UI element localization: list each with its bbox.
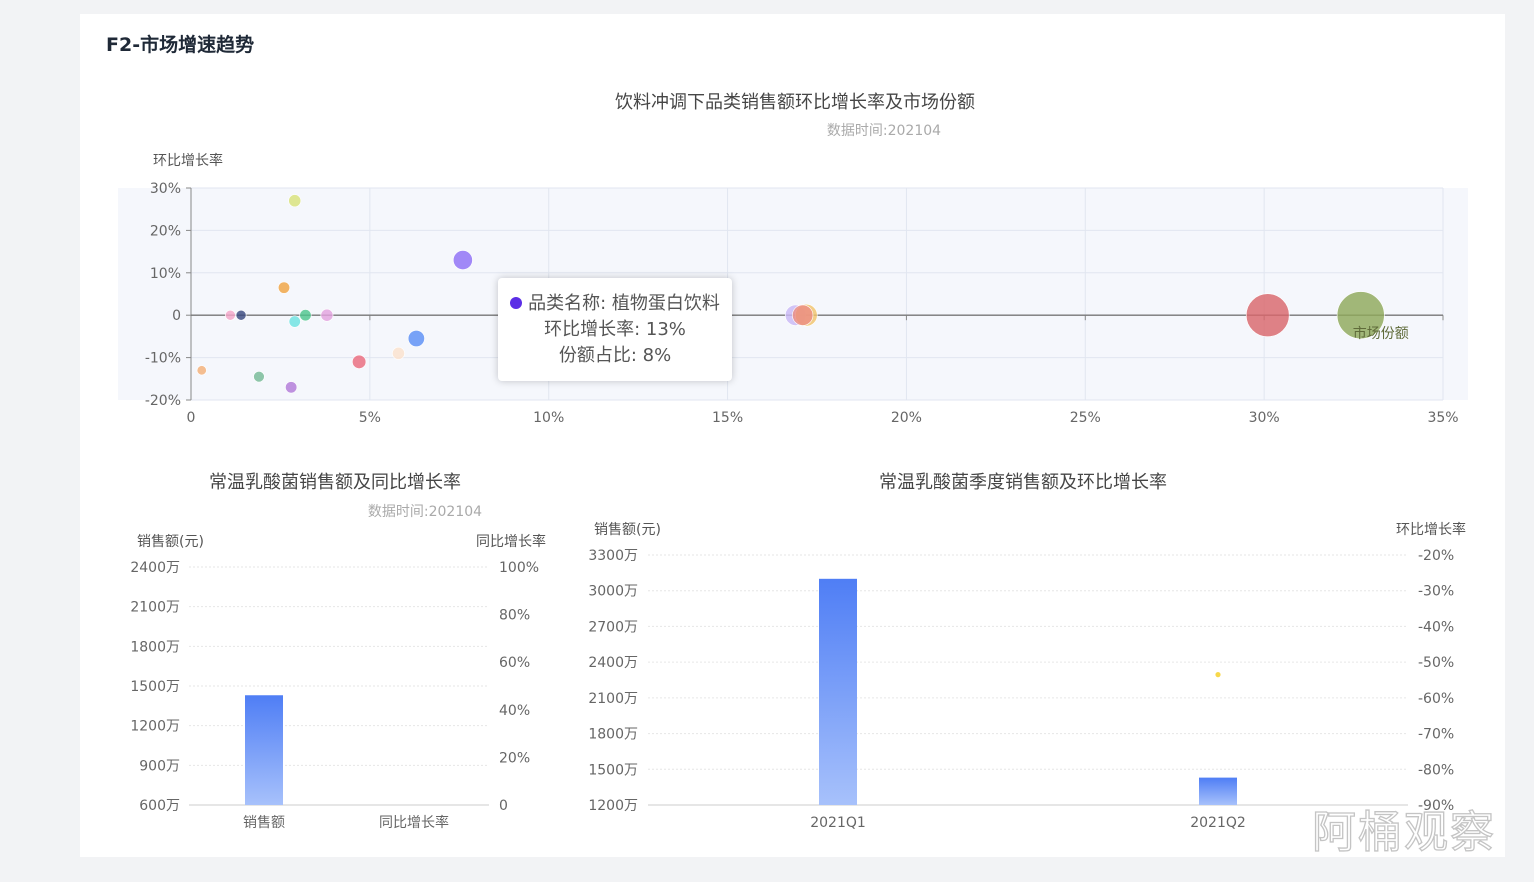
x-tick-label: 0 — [187, 410, 196, 426]
y-tick-label: 2100万 — [130, 600, 180, 616]
y-tick-label: 2400万 — [130, 560, 180, 576]
left-y-axis-label: 销售额(元) — [137, 534, 204, 550]
y2-tick-label: 80% — [499, 608, 530, 624]
bubble-point — [253, 370, 265, 383]
y-tick-label: 2700万 — [588, 619, 638, 635]
y-tick-label: 1200万 — [588, 798, 638, 814]
annual-chart-title: 常温乳酸菌销售额及同比增长率 — [209, 472, 461, 493]
y-tick-label: 3000万 — [588, 584, 638, 600]
y-tick-label: 1800万 — [130, 639, 180, 655]
x-tick-label: 5% — [359, 410, 381, 426]
growth-point — [1214, 671, 1222, 679]
bubble-point — [285, 381, 298, 394]
bubble-point — [392, 346, 405, 360]
y2-tick-label: -80% — [1418, 762, 1454, 778]
bubble-point — [452, 250, 473, 270]
watermark-text: 阿桶观察 — [1311, 806, 1496, 858]
y2-tick-label: -30% — [1418, 584, 1454, 600]
bubble-series — [196, 194, 1385, 394]
y2-tick-label: -60% — [1418, 691, 1454, 707]
y-tick-label: -10% — [145, 351, 181, 367]
bubble-point — [277, 281, 291, 294]
bubble-chart-title: 饮料冲调下品类销售额环比增长率及市场份额 — [615, 92, 975, 113]
y-tick-label: 1200万 — [130, 719, 180, 735]
x-tick-label: 2021Q2 — [1190, 815, 1246, 831]
x-tick-label: 35% — [1427, 410, 1458, 426]
x-tick-label: 同比增长率 — [379, 814, 449, 831]
y-tick-label: 1800万 — [588, 727, 638, 743]
left-y-axis-label: 销售额(元) — [594, 522, 661, 538]
series-dot-icon — [510, 297, 523, 309]
y-tick-label: 10% — [150, 266, 181, 282]
y2-tick-label: 60% — [499, 655, 530, 671]
bubble-point — [235, 309, 247, 321]
bubble-point — [792, 304, 814, 326]
y2-tick-label: 20% — [499, 750, 530, 766]
y-tick-label: 2400万 — [588, 655, 638, 671]
x-tick-label: 30% — [1249, 410, 1280, 426]
bar — [819, 578, 857, 805]
x-tick-label: 15% — [712, 410, 743, 426]
bubble-chart-subtitle: 数据时间:202104 — [827, 123, 941, 139]
y-tick-label: 3300万 — [588, 548, 638, 564]
y-tick-label: -20% — [145, 393, 181, 409]
bubble-point — [299, 309, 312, 322]
y-tick-label: 900万 — [139, 758, 180, 774]
right-y-axis-label: 同比增长率 — [476, 533, 546, 550]
y-tick-label: 30% — [150, 181, 181, 197]
x-tick-label: 销售额 — [243, 815, 285, 831]
bubble-point — [1336, 291, 1385, 340]
bubble-point — [224, 309, 236, 321]
y2-tick-label: 100% — [499, 560, 539, 576]
bubble-chart: 0 5% 10% 15% 20% 25% 30% 35% -20% -10% 0 10% 20% 30% 饮… — [118, 92, 1468, 426]
plot-background — [118, 188, 1468, 400]
y2-tick-label: -40% — [1418, 619, 1454, 635]
y2-tick-label: -20% — [1418, 548, 1454, 564]
y2-tick-label: -70% — [1418, 727, 1454, 743]
tooltip-line-category: 品类名称: 植物蛋白饮料 — [528, 293, 720, 314]
bubble-point — [320, 308, 334, 322]
y-tick-label: 2100万 — [588, 691, 638, 707]
quarterly-chart-title: 常温乳酸菌季度销售额及环比增长率 — [879, 472, 1167, 493]
y2-tick-label: 40% — [499, 703, 530, 719]
bubble-point — [1245, 293, 1290, 338]
y-tick-label: 20% — [150, 223, 181, 239]
y-tick-label: 1500万 — [130, 679, 180, 695]
y-axis-label: 环比增长率 — [153, 152, 223, 169]
section-title: F2-市场增速趋势 — [106, 34, 255, 56]
bubble-point — [407, 330, 425, 348]
market-growth-card: F2-市场增速趋势 — [80, 14, 1505, 857]
y2-tick-label: -90% — [1418, 798, 1454, 814]
bar — [1199, 777, 1237, 805]
bubble-point — [196, 365, 207, 376]
annual-chart-subtitle: 数据时间:202104 — [368, 504, 482, 520]
right-y-axis-label: 环比增长率 — [1396, 521, 1466, 538]
y-tick-label: 1500万 — [588, 762, 638, 778]
x-tick-label: 2021Q1 — [810, 815, 866, 831]
x-tick-label: 25% — [1070, 410, 1101, 426]
y-tick-label: 0 — [172, 308, 181, 324]
x-tick-label: 20% — [891, 410, 922, 426]
y2-tick-label: -50% — [1418, 655, 1454, 671]
chart-tooltip: 品类名称: 植物蛋白饮料 环比增长率: 13% 份额占比: 8% — [498, 278, 732, 381]
tooltip-line-growth: 环比增长率: 13% — [544, 319, 686, 340]
x-tick-label: 10% — [533, 410, 564, 426]
y2-tick-label: 0 — [499, 798, 508, 814]
bubble-point — [288, 315, 301, 328]
tooltip-line-share: 份额占比: 8% — [558, 345, 672, 366]
y-tick-label: 600万 — [139, 798, 180, 814]
bubble-point — [352, 354, 367, 369]
bubble-point — [288, 194, 302, 208]
series-label: 市场份额 — [1353, 325, 1409, 342]
bar — [245, 695, 283, 805]
